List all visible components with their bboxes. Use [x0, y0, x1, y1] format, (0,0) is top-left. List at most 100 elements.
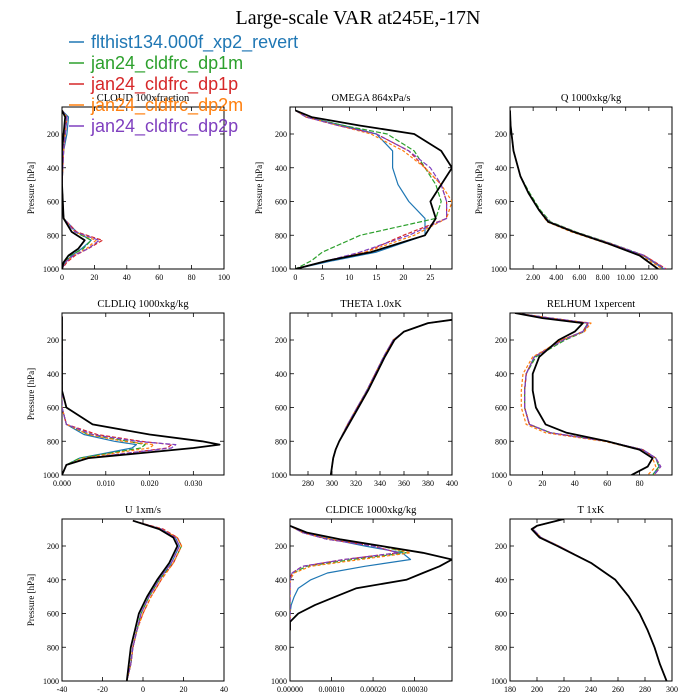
series-line-2: [295, 109, 448, 269]
control-line: [329, 318, 452, 475]
x-tick-label: 10.00: [617, 273, 635, 282]
x-tick-label: 8.00: [596, 273, 610, 282]
series-lines: [514, 313, 662, 475]
series-line-4: [295, 109, 448, 269]
control-line: [290, 524, 452, 631]
y-tick-label: 400: [275, 576, 287, 585]
panel-title: CLDLIQ 1000xkg/kg: [97, 299, 189, 310]
y-tick-label: 600: [495, 404, 507, 413]
series-line-0: [62, 316, 137, 475]
x-tick-label: 0: [60, 273, 64, 282]
y-tick-label: 400: [47, 370, 59, 379]
series-lines: [62, 316, 221, 475]
control-line: [510, 110, 659, 269]
x-tick-label: 20: [90, 273, 98, 282]
y-tick-label: 800: [495, 231, 507, 240]
panel-1: OMEGA 864xPa/s 200 400 600 800 1000 0 5 10 15 20 25…: [254, 93, 453, 282]
y-tick-label: 600: [495, 610, 507, 619]
y-tick-label: 600: [47, 404, 59, 413]
plot-frame: [509, 312, 673, 476]
series-line-3: [514, 313, 657, 475]
x-tick-label: 10: [345, 273, 353, 282]
series-lines: [62, 109, 104, 269]
x-tick-label: 60: [603, 479, 611, 488]
x-tick-label: 2.00: [526, 273, 540, 282]
plot-frame: [289, 106, 453, 270]
panel-title: T 1xK: [578, 505, 605, 516]
x-tick-label: 0.00000: [277, 685, 303, 694]
series-lines: [530, 519, 668, 681]
y-tick-label: 200: [495, 336, 507, 345]
x-tick-label: 0: [508, 479, 512, 488]
x-tick-label: 0: [293, 273, 297, 282]
y-tick-label: 400: [495, 164, 507, 173]
series-lines: [295, 109, 452, 269]
y-tick-label: 800: [47, 643, 59, 652]
control-line: [62, 110, 86, 269]
x-tick-label: -20: [97, 685, 108, 694]
x-tick-label: 25: [426, 273, 434, 282]
series-line-0: [514, 313, 660, 475]
series-line-4: [330, 319, 452, 475]
x-tick-label: 80: [188, 273, 196, 282]
x-tick-label: 0.030: [184, 479, 202, 488]
y-axis-label: Pressure [hPa]: [26, 162, 36, 214]
y-tick-label: 200: [495, 130, 507, 139]
series-line-0: [62, 109, 92, 269]
x-tick-label: 40: [220, 685, 228, 694]
figure-title: Large-scale VAR at245E,-17N: [236, 7, 481, 29]
y-tick-label: 400: [47, 576, 59, 585]
y-tick-label: 200: [47, 336, 59, 345]
series-line-2: [510, 110, 667, 269]
x-tick-label: 260: [612, 685, 624, 694]
legend-label: jan24_cldfrc_dp2m: [90, 95, 243, 116]
x-tick-label: 0.00020: [360, 685, 386, 694]
legend-label: jan24_cldfrc_dp1p: [90, 74, 238, 95]
y-tick-label: 400: [275, 164, 287, 173]
x-tick-label: 300: [666, 685, 678, 694]
y-tick-label: 600: [275, 404, 287, 413]
x-tick-label: 0.00030: [402, 685, 428, 694]
y-tick-label: 1000: [43, 677, 59, 686]
series-line-0: [295, 109, 426, 269]
y-tick-label: 1000: [271, 677, 287, 686]
y-axis-label: Pressure [hPa]: [26, 574, 36, 626]
panel-title: RELHUM 1xpercent: [547, 299, 635, 310]
series-line-4: [62, 110, 100, 269]
x-tick-label: 400: [446, 479, 458, 488]
y-tick-label: 800: [47, 231, 59, 240]
legend-label: jan24_cldfrc_dp1m: [90, 53, 243, 74]
plot-frame: [509, 106, 673, 270]
y-axis-label: Pressure [hPa]: [474, 162, 484, 214]
x-tick-label: 4.00: [549, 273, 563, 282]
x-tick-label: 360: [398, 479, 410, 488]
panel-6: U 1xm/s 200 400 600 800 1000-40 -20 0 20 40 Pressu…: [26, 505, 228, 694]
series-line-3: [295, 109, 452, 269]
control-line: [62, 316, 221, 475]
series-line-0: [126, 520, 180, 681]
control-line: [514, 313, 654, 475]
plot-frame: [509, 518, 673, 682]
x-tick-label: 80: [636, 479, 644, 488]
y-tick-label: 800: [495, 643, 507, 652]
y-tick-label: 600: [275, 610, 287, 619]
panel-7: CLDICE 1000xkg/kg 200 400 600 800 10000.00000…: [271, 505, 453, 694]
plot-frame: [61, 312, 225, 476]
y-tick-label: 800: [495, 437, 507, 446]
x-tick-label: 280: [302, 479, 314, 488]
x-tick-label: 6.00: [572, 273, 586, 282]
series-line-2: [514, 313, 662, 475]
panel-title: CLOUD 100xfraction: [97, 93, 190, 104]
series-line-2: [290, 525, 399, 631]
series-lines: [290, 524, 452, 631]
plot-frame: [289, 312, 453, 476]
series-lines: [510, 110, 667, 269]
y-tick-label: 400: [495, 576, 507, 585]
y-tick-label: 200: [275, 130, 287, 139]
series-line-1: [514, 313, 660, 475]
x-tick-label: 12.00: [640, 273, 658, 282]
